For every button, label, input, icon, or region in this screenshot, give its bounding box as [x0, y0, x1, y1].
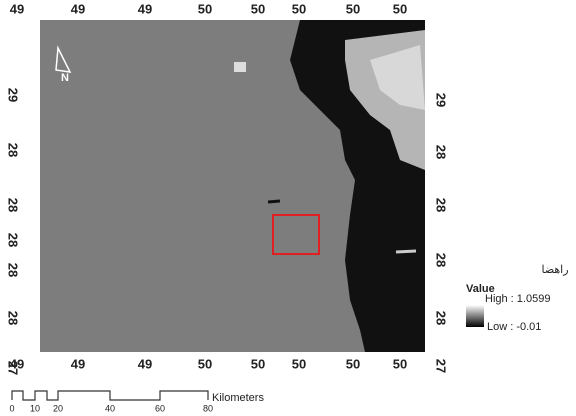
top-label: 50	[292, 1, 306, 16]
legend-high: High : 1.0599	[485, 293, 550, 305]
bottom-label: 50	[198, 356, 212, 371]
top-label: 49	[71, 1, 85, 16]
top-label: 50	[393, 1, 407, 16]
raster	[40, 20, 425, 352]
right-label: 27	[434, 359, 449, 373]
left-label: 28	[6, 233, 21, 247]
top-label: 50	[346, 1, 360, 16]
right-label: 28	[434, 145, 449, 159]
right-label: 28	[434, 198, 449, 212]
top-label: 49	[138, 1, 152, 16]
left-label: 28	[6, 263, 21, 277]
scale-label: 40	[105, 403, 115, 413]
bottom-label: 50	[393, 356, 407, 371]
bottom-label: 50	[251, 356, 265, 371]
north-label: N	[61, 72, 69, 84]
top-label: 50	[251, 1, 265, 16]
left-label: 28	[6, 143, 21, 157]
left-label: 28	[6, 198, 21, 212]
legend-ramp	[466, 305, 484, 327]
top-label: 49	[10, 1, 24, 16]
bottom-label: 49	[71, 356, 85, 371]
note: راهضا	[541, 264, 568, 276]
scale-unit: Kilometers	[212, 392, 264, 404]
bottom-label: 50	[292, 356, 306, 371]
bottom-label: 50	[346, 356, 360, 371]
left-label: 27	[6, 361, 21, 375]
left-label: 28	[6, 311, 21, 325]
scale-label: 0	[9, 403, 14, 413]
right-label: 28	[434, 253, 449, 267]
scale-label: 60	[155, 403, 165, 413]
right-label: 28	[434, 311, 449, 325]
scale-label: 80	[203, 403, 213, 413]
map-page: N 49494949494950505050505050505050292828…	[0, 0, 576, 416]
left-label: 29	[6, 88, 21, 102]
top-label: 50	[198, 1, 212, 16]
right-label: 29	[434, 93, 449, 107]
scale-label: 20	[53, 403, 63, 413]
legend-low: Low : -0.01	[487, 321, 541, 333]
scale-bar	[12, 391, 208, 400]
scale-label: 10	[30, 403, 40, 413]
bottom-label: 49	[138, 356, 152, 371]
